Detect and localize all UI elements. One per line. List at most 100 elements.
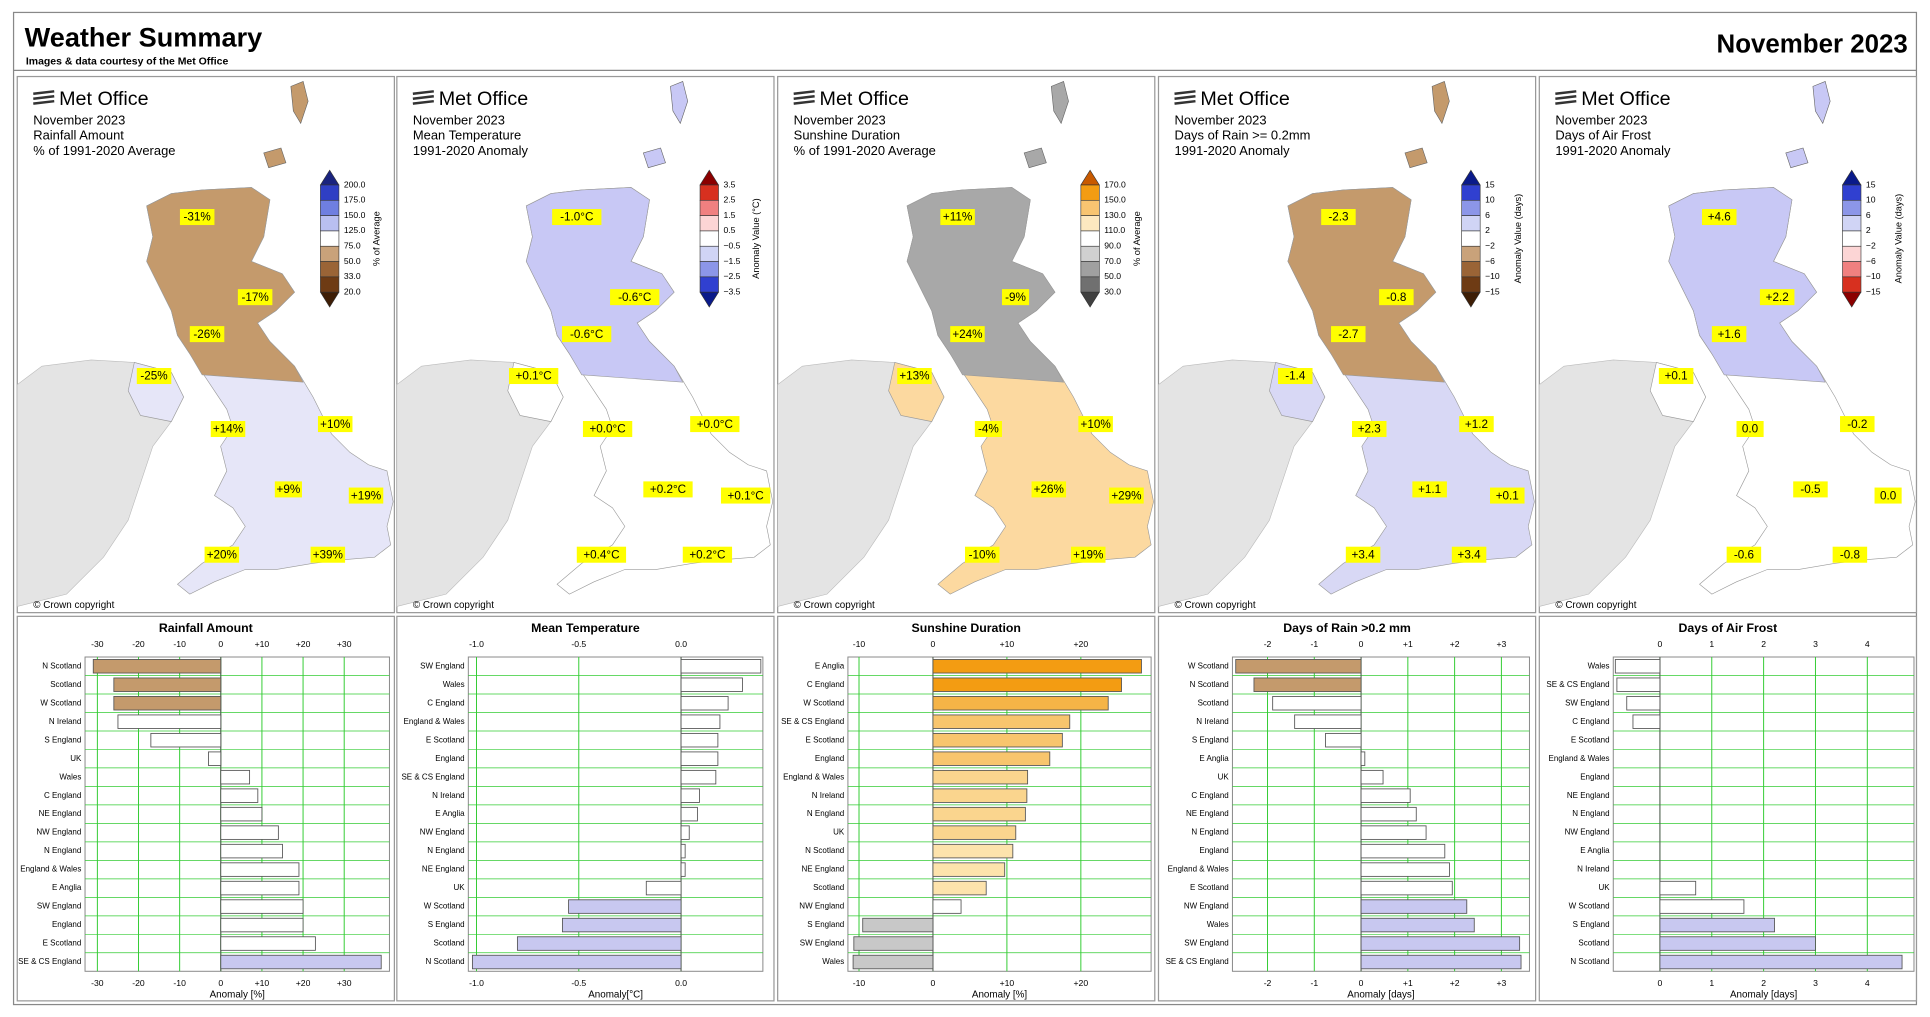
legend-tick: 6 <box>1866 210 1871 220</box>
bar <box>680 769 717 785</box>
x-tick-label: 0 <box>931 978 936 988</box>
bar <box>150 732 222 748</box>
map-label-box <box>965 546 1000 563</box>
copyright: © Crown copyright <box>1555 600 1636 611</box>
map-label-box <box>1109 487 1144 504</box>
map-label-box <box>1379 289 1414 306</box>
bar <box>680 751 719 766</box>
x-tick-label: 0 <box>1658 639 1663 649</box>
legend-title: Anomaly Value (days) <box>1513 194 1523 284</box>
map-label-box <box>136 368 172 385</box>
bar <box>932 899 962 914</box>
legend-swatch <box>1842 261 1862 278</box>
category-label: E Anglia <box>1580 846 1610 855</box>
category-label: Scotland <box>1198 698 1229 707</box>
map-label-box <box>582 420 633 438</box>
legend-swatch <box>1080 199 1100 216</box>
brand: Met Office <box>820 88 909 110</box>
bar <box>862 917 934 933</box>
legend-tick: −3.5 <box>723 286 740 296</box>
bar <box>1659 880 1697 896</box>
x-tick-label: +10 <box>255 639 270 649</box>
x-tick-label: +20 <box>296 639 311 649</box>
x-tick-label: +30 <box>337 639 352 649</box>
category-label: E Scotland <box>1571 735 1610 744</box>
map-caption: Rainfall Amount <box>33 128 124 143</box>
legend-swatch <box>320 230 340 247</box>
map-label: +1.1 <box>1418 483 1441 496</box>
legend-swatch <box>1461 230 1481 247</box>
legend-title: Anomaly Value (°C) <box>751 198 761 279</box>
map-label: +0.1°C <box>728 489 764 502</box>
x-tick-label: +20 <box>296 978 311 988</box>
brand-icon <box>33 90 55 96</box>
bar <box>1360 751 1366 766</box>
x-tick-label: -0.5 <box>571 978 586 988</box>
map-caption: November 2023 <box>413 112 505 127</box>
map-label: +9% <box>277 483 301 496</box>
bar <box>561 917 682 933</box>
legend-tick: 10 <box>1866 195 1876 205</box>
x-tick-label: -20 <box>132 639 145 649</box>
category-label: N England <box>44 846 81 855</box>
map-label: +0.0°C <box>697 418 733 431</box>
category-label: N Scotland <box>425 957 464 966</box>
legend-tick: 150.0 <box>1104 195 1126 205</box>
map-label-box <box>1321 209 1356 226</box>
x-tick-label: -1 <box>1310 978 1318 988</box>
map-caption: November 2023 <box>1175 112 1267 127</box>
map-label: -1.0°C <box>560 211 593 224</box>
bar <box>680 659 762 674</box>
bar <box>680 714 721 729</box>
map-label: +0.0°C <box>589 423 625 436</box>
legend-tick: 50.0 <box>344 256 361 266</box>
brand-icon <box>1174 99 1196 105</box>
legend-tick: −6 <box>1485 256 1495 266</box>
legend-tick: −10 <box>1866 271 1881 281</box>
bar <box>680 732 719 748</box>
map-label: +14% <box>213 423 243 436</box>
bar <box>932 843 1014 859</box>
bar <box>1659 936 1816 951</box>
map-label-box <box>179 209 215 226</box>
category-label: E Scotland <box>426 735 465 744</box>
category-label: Wales <box>1588 661 1610 670</box>
map-label: -4% <box>978 423 999 436</box>
category-label: SE & CS England <box>1546 680 1609 689</box>
map-label: +24% <box>952 328 982 341</box>
x-tick-label: 0 <box>931 639 936 649</box>
legend-swatch <box>699 261 719 278</box>
copyright: © Crown copyright <box>33 600 114 611</box>
brand: Met Office <box>1200 88 1289 110</box>
brand-icon <box>412 99 434 105</box>
map-label-box <box>1278 368 1313 385</box>
ireland <box>1158 359 1326 607</box>
category-label: S England <box>1192 735 1229 744</box>
scotland <box>1668 187 1826 383</box>
x-tick-label: 0 <box>1359 639 1364 649</box>
legend-tick: −1.5 <box>723 256 740 266</box>
map-label-box <box>682 546 733 563</box>
x-tick-label: -1 <box>1310 639 1318 649</box>
x-tick-label: -30 <box>91 639 104 649</box>
category-label: England & Wales <box>404 717 465 726</box>
legend-swatch <box>320 261 340 278</box>
x-tick-label: 3 <box>1813 639 1818 649</box>
category-label: E Scotland <box>1190 883 1229 892</box>
bar <box>1360 880 1453 896</box>
x-tick-label: +30 <box>337 978 352 988</box>
x-tick-label: 2 <box>1761 639 1766 649</box>
bar <box>1360 788 1411 803</box>
category-label: Scotland <box>1578 939 1609 948</box>
map-label-box <box>210 420 246 438</box>
category-label: England <box>1199 846 1228 855</box>
brand-icon <box>793 90 815 96</box>
category-label: N Scotland <box>1570 957 1609 966</box>
category-label: England & Wales <box>1168 865 1229 874</box>
map-label: +19% <box>1073 548 1103 561</box>
legend-tick: 50.0 <box>1104 271 1121 281</box>
map-label: +26% <box>1034 483 1064 496</box>
map-label: -17% <box>241 291 268 304</box>
map-label-box <box>1874 487 1902 504</box>
legend-tick: 6 <box>1485 210 1490 220</box>
